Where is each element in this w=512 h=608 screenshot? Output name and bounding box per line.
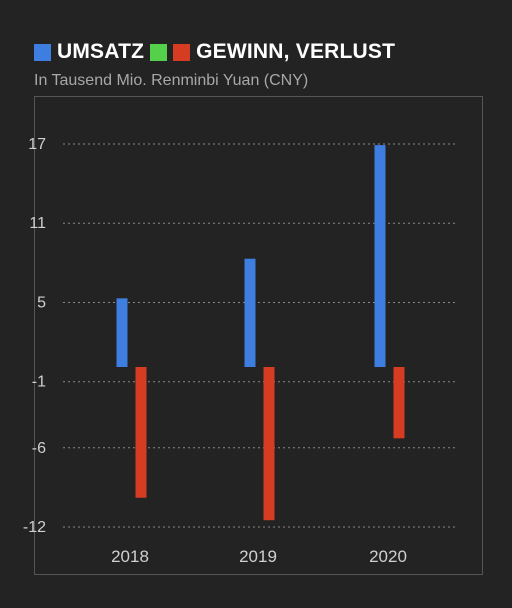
- bar-umsatz: [244, 258, 256, 367]
- legend-label-gewinn: GEWINN, VERLUST: [196, 40, 396, 63]
- bar-umsatz: [116, 298, 128, 367]
- bar-gewinn: [135, 367, 147, 498]
- y-tick-label: -6: [32, 440, 46, 457]
- x-tick-label: 2018: [111, 547, 149, 566]
- bar-gewinn: [263, 367, 275, 521]
- x-tick-label: 2020: [369, 547, 407, 566]
- legend-swatch-umsatz: [34, 43, 51, 61]
- chart-legend: UMSATZ GEWINN, VERLUST: [34, 38, 401, 66]
- legend-swatch-gewinn: [173, 43, 191, 61]
- bar-gewinn: [393, 367, 405, 439]
- legend-swatch-green: [150, 43, 168, 61]
- y-tick-label: 17: [28, 136, 46, 153]
- x-tick-label: 2019: [239, 547, 277, 566]
- bar-umsatz: [374, 145, 386, 367]
- y-tick-label: 11: [29, 215, 46, 232]
- legend-label-umsatz: UMSATZ: [57, 40, 145, 63]
- y-tick-label: 5: [37, 294, 46, 311]
- chart-subtitle: In Tausend Mio. Renminbi Yuan (CNY): [34, 72, 309, 89]
- y-tick-label: -12: [23, 519, 46, 536]
- chart-frame: [34, 96, 483, 575]
- y-tick-label: -1: [32, 374, 46, 391]
